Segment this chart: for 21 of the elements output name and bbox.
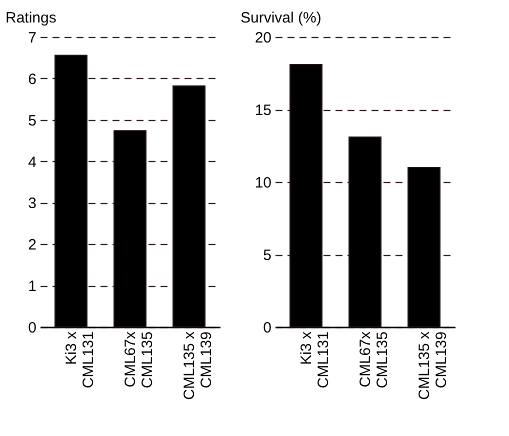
- y-tick-label: 5: [28, 112, 36, 130]
- y-tick-label: 5: [263, 247, 272, 264]
- x-tick-label: Ki3 x CML131: [298, 331, 332, 388]
- y-tick-label: 0: [263, 320, 272, 336]
- y-tick-label: 6: [28, 70, 36, 88]
- y-tick-label: 4: [28, 154, 36, 171]
- y-tick-label: 15: [254, 102, 272, 119]
- y-tick-label: 1: [28, 278, 36, 296]
- y-axis-title: Survival (%): [240, 10, 322, 26]
- y-axis-title: Ratings: [6, 10, 56, 26]
- x-tick-label: CML67x CML135: [357, 331, 391, 388]
- y-tick-label: 0: [28, 320, 36, 336]
- y-tick-label: 7: [28, 30, 36, 46]
- x-tick-label: CML67x CML135: [122, 331, 156, 388]
- y-tick-label: 20: [254, 30, 272, 46]
- y-tick-label: 3: [28, 195, 36, 212]
- x-tick-label: CML135 x CML139: [416, 331, 450, 400]
- x-tick-label: CML135 x CML139: [181, 331, 216, 400]
- y-tick-label: 10: [254, 174, 272, 192]
- x-tick-label: Ki3 x CML131: [62, 331, 97, 388]
- y-tick-label: 2: [28, 236, 36, 254]
